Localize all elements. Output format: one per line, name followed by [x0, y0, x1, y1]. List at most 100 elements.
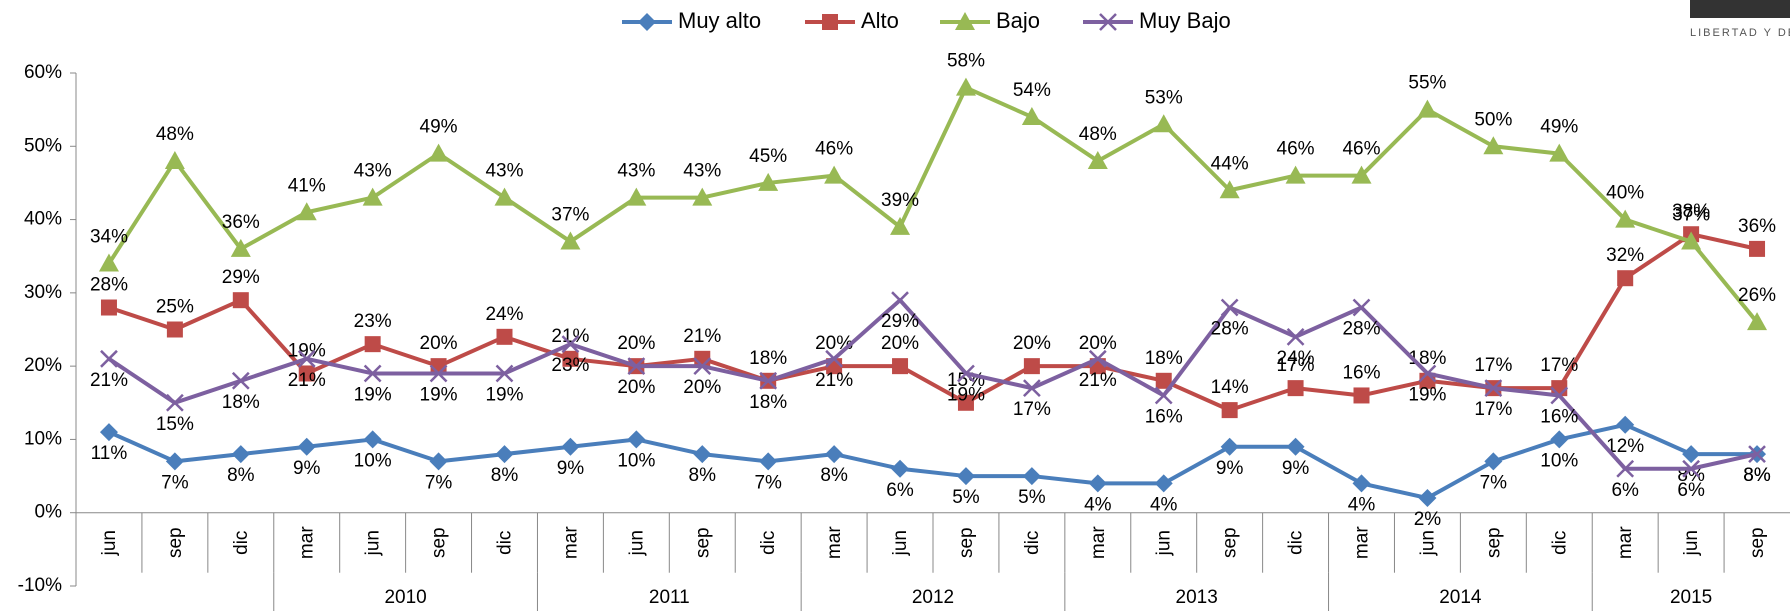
- data-label: 10%: [1540, 450, 1578, 471]
- data-label: 43%: [485, 161, 523, 182]
- x-tick-label: dic: [758, 531, 779, 555]
- marker: [231, 445, 250, 464]
- marker: [627, 430, 646, 449]
- marker: [825, 349, 843, 368]
- data-label: 8%: [1743, 465, 1771, 486]
- data-label: 9%: [557, 458, 585, 479]
- data-label: 17%: [1474, 355, 1512, 376]
- marker: [1417, 99, 1438, 118]
- data-label: 43%: [683, 161, 721, 182]
- data-label: 28%: [1211, 319, 1249, 340]
- data-label: 19%: [354, 384, 392, 405]
- marker: [1154, 386, 1173, 405]
- data-label: 44%: [1211, 153, 1249, 174]
- marker: [166, 393, 184, 412]
- x-tick-label: dic: [231, 531, 252, 555]
- data-label: 6%: [886, 480, 914, 501]
- marker: [955, 12, 975, 30]
- x-tick-label: mar: [1352, 526, 1373, 559]
- marker: [824, 165, 845, 184]
- marker: [1220, 437, 1239, 456]
- data-label: 21%: [815, 370, 853, 391]
- x-tick-label: mar: [297, 526, 318, 559]
- marker: [1748, 445, 1766, 463]
- marker: [1021, 106, 1042, 125]
- x-tick-label: mar: [1615, 526, 1636, 559]
- marker: [891, 459, 910, 478]
- data-label: 24%: [1277, 348, 1315, 369]
- data-label: 20%: [683, 377, 721, 398]
- x-tick-label: jun: [1681, 530, 1702, 556]
- marker: [363, 430, 382, 449]
- data-label: 37%: [551, 205, 589, 226]
- marker: [759, 452, 778, 471]
- series-line: [107, 298, 1758, 471]
- data-label: 20%: [815, 333, 853, 354]
- data-label: 25%: [156, 297, 194, 318]
- marker: [166, 321, 183, 338]
- data-label: 9%: [293, 458, 321, 479]
- marker: [627, 357, 646, 376]
- marker: [1747, 312, 1768, 331]
- data-label: 23%: [551, 355, 589, 376]
- marker: [99, 423, 118, 442]
- marker: [429, 452, 448, 471]
- marker: [496, 328, 513, 345]
- marker: [638, 13, 656, 31]
- marker: [1352, 474, 1371, 493]
- data-label: 19%: [420, 384, 458, 405]
- data-label: 55%: [1408, 73, 1446, 94]
- marker: [1287, 380, 1304, 397]
- data-label: 19%: [947, 384, 985, 405]
- x-tick-label: sep: [956, 527, 977, 558]
- marker: [822, 14, 838, 30]
- data-label: 21%: [288, 370, 326, 391]
- year-label: 2012: [912, 587, 954, 608]
- marker: [1022, 379, 1041, 398]
- year-label: 2013: [1176, 587, 1218, 608]
- data-label: 8%: [1743, 465, 1771, 486]
- x-tick-label: dic: [1549, 531, 1570, 555]
- marker: [1153, 114, 1174, 133]
- data-label: 18%: [749, 348, 787, 369]
- marker: [362, 187, 383, 206]
- data-label: 24%: [485, 304, 523, 325]
- data-label: 16%: [1145, 406, 1183, 427]
- marker: [626, 187, 647, 206]
- data-label: 7%: [754, 472, 782, 493]
- marker: [890, 216, 911, 235]
- data-label: 6%: [1677, 480, 1705, 501]
- marker: [296, 202, 317, 221]
- marker: [759, 371, 778, 390]
- data-label: 20%: [420, 333, 458, 354]
- data-label: 9%: [1216, 458, 1244, 479]
- data-label: 32%: [1606, 245, 1644, 266]
- data-label: 20%: [1079, 333, 1117, 354]
- data-label: 53%: [1145, 87, 1183, 108]
- data-label: 9%: [1282, 458, 1310, 479]
- data-label: 10%: [617, 450, 655, 471]
- marker: [560, 231, 581, 250]
- data-label: 23%: [354, 311, 392, 332]
- marker: [298, 365, 315, 382]
- data-label: 45%: [749, 146, 787, 167]
- data-label: 43%: [617, 161, 655, 182]
- data-label: 8%: [689, 465, 717, 486]
- data-label: 7%: [161, 472, 189, 493]
- data-label: 18%: [1145, 348, 1183, 369]
- logo-text: LIBERTAD Y DE: [1690, 27, 1790, 39]
- marker: [1616, 459, 1635, 478]
- marker: [364, 336, 381, 353]
- data-label: 8%: [491, 465, 519, 486]
- marker: [100, 299, 117, 316]
- data-label: 5%: [952, 487, 980, 508]
- data-label: 20%: [881, 333, 919, 354]
- data-label: 7%: [1480, 472, 1508, 493]
- y-tick-label: 10%: [24, 428, 62, 449]
- marker: [692, 187, 713, 206]
- data-label: 21%: [1079, 370, 1117, 391]
- marker: [1418, 489, 1437, 508]
- year-label: 2010: [384, 587, 426, 608]
- marker: [1353, 387, 1370, 404]
